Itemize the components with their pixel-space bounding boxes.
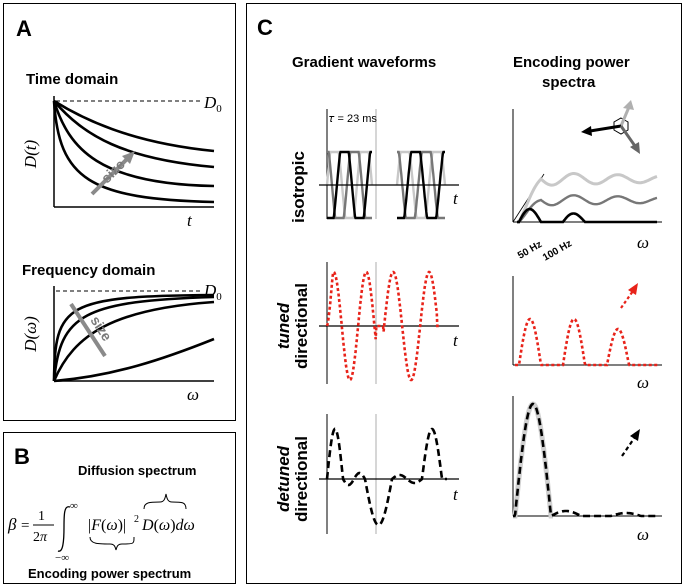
tuned-direction-arrow bbox=[620, 290, 634, 309]
panel-a-graphics: A Time domain D0 D(t) t size Frequency d… bbox=[16, 16, 222, 404]
tuned-spectrum-plot: ω bbox=[512, 276, 662, 392]
frequency-domain-title: Frequency domain bbox=[22, 262, 155, 279]
rise-curve-3 bbox=[52, 300, 215, 382]
detuned-spectrum-background bbox=[512, 401, 554, 519]
time-domain-title: Time domain bbox=[26, 71, 118, 88]
iso-t-label: t bbox=[453, 189, 459, 208]
encoding-term: |F(ω)| bbox=[88, 517, 126, 534]
grey-arrowhead bbox=[630, 142, 640, 154]
beta-equation: β = 1 2π ∞ −∞ |F(ω)| 2 D(ω)dω bbox=[7, 493, 195, 564]
iso-omega-label: ω bbox=[637, 233, 649, 252]
iso-spectrum-1 bbox=[517, 194, 658, 224]
time-size-arrowhead bbox=[122, 151, 135, 164]
rise-curve-1 bbox=[52, 293, 215, 382]
square-exponent: 2 bbox=[134, 514, 139, 525]
diffusion-term: D(ω)dω bbox=[141, 517, 195, 534]
time-d0-label: D0 bbox=[203, 93, 222, 115]
detuned-direction-arrow bbox=[621, 436, 636, 457]
black-arrowhead bbox=[581, 126, 592, 136]
iso-wave-2-1 bbox=[397, 150, 445, 220]
detuned-waveform bbox=[325, 427, 447, 527]
rise-curve-2 bbox=[52, 295, 215, 382]
three-direction-icon bbox=[581, 100, 640, 154]
row-label-tuned: tuned bbox=[274, 302, 293, 349]
gradient-waveforms-title: Gradient waveforms bbox=[292, 54, 436, 71]
encoding-power-title-line1: Encoding power bbox=[513, 54, 630, 71]
light-arrow-shaft bbox=[619, 106, 631, 127]
rise-curve-4 bbox=[53, 337, 215, 383]
decay-curve-2 bbox=[52, 100, 215, 204]
row-label-detuned-directional: directional bbox=[292, 436, 311, 522]
freq-d0-label: D0 bbox=[203, 281, 222, 303]
grey-arrow-shaft bbox=[619, 125, 637, 147]
time-size-arrow bbox=[90, 155, 131, 196]
panel-a: A Time domain D0 D(t) t size Frequency d… bbox=[3, 3, 236, 421]
panel-b-graphics: B Diffusion spectrum Encoding power spec… bbox=[7, 444, 196, 581]
integral-lower-limit: −∞ bbox=[55, 552, 69, 564]
freq-y-label: D(ω) bbox=[21, 316, 40, 353]
detuned-omega-label: ω bbox=[637, 525, 649, 544]
iso-spectrum-0 bbox=[517, 172, 658, 224]
time-x-label: t bbox=[187, 211, 193, 230]
tuned-t-label: t bbox=[453, 331, 459, 350]
decay-curve-3 bbox=[53, 100, 215, 169]
isotropic-spectrum-plot: 50 Hz 100 Hz ω bbox=[512, 100, 662, 264]
tuned-waveform bbox=[325, 270, 439, 382]
underbrace bbox=[89, 536, 135, 551]
black-arrow-shaft bbox=[589, 124, 622, 133]
decay-curve-4 bbox=[53, 99, 215, 153]
panel-b: B Diffusion spectrum Encoding power spec… bbox=[3, 432, 236, 584]
freq-rise-curves bbox=[52, 293, 215, 383]
beta-symbol: β bbox=[7, 515, 17, 534]
isotropic-waveform-plot: 𝜏 = 23 ms t bbox=[319, 109, 459, 220]
isotropic-waves bbox=[325, 150, 447, 220]
integral-upper-limit: ∞ bbox=[70, 500, 78, 512]
iso-wave-0-1 bbox=[395, 150, 447, 220]
panel-c-letter: C bbox=[257, 15, 273, 40]
detuned-arrowhead bbox=[630, 429, 640, 441]
encoding-power-title-line2: spectra bbox=[542, 74, 596, 91]
row-label-tuned-directional: directional bbox=[292, 283, 311, 369]
light-arrowhead bbox=[623, 100, 634, 110]
decay-curve-1 bbox=[52, 100, 215, 188]
diffusion-spectrum-label: Diffusion spectrum bbox=[78, 463, 196, 478]
tau-label: 𝜏 = 23 ms bbox=[329, 113, 377, 125]
row-label-isotropic: isotropic bbox=[289, 151, 308, 223]
panel-b-letter: B bbox=[14, 444, 30, 469]
integral-sign bbox=[57, 506, 71, 552]
freq-size-arrow bbox=[69, 302, 107, 358]
iso-wave-2-0 bbox=[327, 150, 372, 220]
detuned-spectrum bbox=[513, 402, 659, 518]
freq-x-label: ω bbox=[187, 385, 199, 404]
time-decay-curves bbox=[52, 99, 215, 204]
iso-wave-0-0 bbox=[325, 150, 374, 220]
iso-spectrum-2 bbox=[517, 207, 657, 224]
hz100-label: 100 Hz bbox=[541, 238, 574, 263]
hz50-label: 50 Hz bbox=[516, 239, 544, 262]
encoding-power-spectrum-label: Encoding power spectrum bbox=[28, 566, 191, 581]
panel-c-graphics: C Gradient waveforms Encoding power spec… bbox=[257, 15, 662, 544]
overbrace bbox=[143, 493, 187, 510]
detuned-waveform-plot: t bbox=[319, 414, 459, 534]
tuned-omega-label: ω bbox=[637, 373, 649, 392]
tuned-waveform-plot: t bbox=[319, 262, 459, 384]
fraction-numerator: 1 bbox=[38, 509, 45, 524]
isotropic-spectra bbox=[517, 172, 658, 224]
time-y-label: D(t) bbox=[21, 140, 40, 170]
fraction-denominator: 2π bbox=[33, 530, 48, 545]
hexagon-icon bbox=[613, 117, 629, 135]
row-label-detuned: detuned bbox=[274, 445, 293, 512]
tuned-spectrum bbox=[515, 317, 659, 367]
tuned-arrowhead bbox=[628, 283, 638, 295]
freq-size-label: size bbox=[87, 313, 115, 344]
panel-c: C Gradient waveforms Encoding power spec… bbox=[246, 3, 682, 584]
panel-a-letter: A bbox=[16, 16, 32, 41]
detuned-spectrum-plot: ω bbox=[512, 396, 662, 544]
equals-sign: = bbox=[21, 518, 29, 534]
detuned-t-label: t bbox=[453, 485, 459, 504]
